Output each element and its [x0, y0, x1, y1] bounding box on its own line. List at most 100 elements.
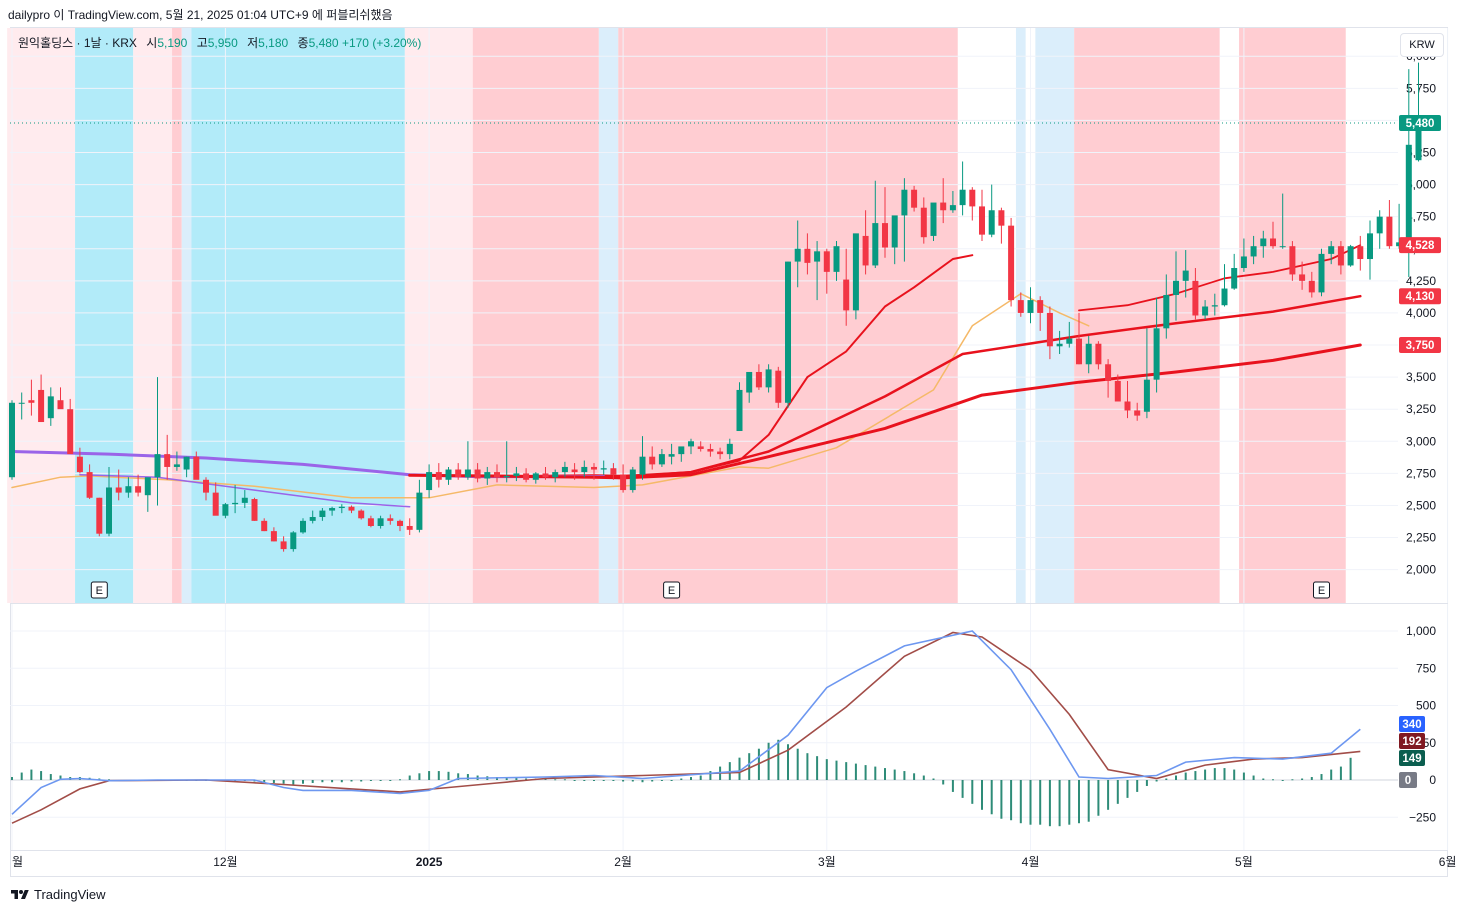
price-tick-label: 3,500: [1406, 370, 1436, 384]
earnings-marker: E: [663, 581, 681, 599]
zone-light_blue: [181, 28, 192, 603]
macd-tag-bg: [1399, 750, 1425, 766]
candle: [1085, 336, 1092, 374]
candle: [1386, 199, 1393, 249]
candle: [823, 248, 830, 294]
candle: [76, 447, 83, 474]
candle: [309, 510, 316, 524]
currency-button[interactable]: KRW: [1400, 33, 1444, 57]
candle: [523, 468, 530, 483]
candle-body: [426, 472, 433, 491]
histogram-bar: [108, 779, 110, 781]
candle-body: [1114, 380, 1121, 402]
histogram-bar: [990, 780, 993, 815]
histogram-bar: [311, 780, 314, 783]
candle: [106, 466, 112, 537]
histogram-bar: [321, 780, 324, 783]
candle: [144, 477, 151, 512]
candle-body: [843, 279, 850, 311]
candle-body: [193, 456, 200, 480]
time-tick-label: 2025: [416, 855, 443, 869]
candle: [494, 464, 500, 483]
candle-body: [1308, 280, 1315, 293]
candle-body: [1289, 246, 1296, 275]
signal-line: [11, 631, 1361, 824]
candle-body: [106, 487, 112, 534]
price-tick-label: 5,000: [1406, 178, 1436, 192]
candle-body: [610, 468, 617, 475]
candle-body: [1056, 343, 1063, 347]
candle: [969, 187, 976, 221]
candle-body: [940, 202, 947, 211]
histogram-bar: [11, 777, 13, 780]
macd-tick-label: −250: [1409, 810, 1436, 824]
histogram-bar: [622, 780, 625, 782]
price-tick-label: 3,000: [1406, 434, 1436, 448]
candle: [241, 490, 248, 509]
candle-body: [445, 469, 452, 480]
candle: [668, 443, 675, 465]
candle: [552, 469, 559, 483]
macd-value-tag: 149: [1399, 750, 1425, 766]
candle-body: [1357, 246, 1364, 260]
candle: [1143, 328, 1150, 419]
change-value: +170 (+3.20%): [341, 36, 422, 50]
histogram-bar: [428, 771, 431, 780]
candle-body: [115, 487, 122, 493]
candle: [222, 502, 229, 519]
histogram-bar: [1048, 780, 1051, 827]
candle-body: [1076, 338, 1082, 365]
histogram-bar: [1019, 780, 1022, 824]
candle-body: [329, 508, 336, 511]
symbol-name: 원익홀딩스 · 1날 · KRX: [18, 36, 137, 50]
histogram-bar: [1175, 775, 1177, 780]
earnings-label: E: [668, 585, 675, 597]
candle: [804, 233, 811, 275]
earnings-box: [663, 581, 681, 599]
zone-red: [1239, 28, 1346, 603]
histogram-bar: [263, 780, 266, 783]
candle-body: [736, 389, 743, 432]
candle-body: [639, 456, 646, 475]
histogram-bar: [1301, 778, 1304, 780]
macd-tick-label: 750: [1416, 661, 1436, 675]
candle: [629, 466, 636, 493]
histogram-bar: [1087, 780, 1090, 822]
tradingview-footer[interactable]: TradingView: [10, 887, 106, 902]
candle-body: [678, 446, 685, 455]
candle: [843, 248, 850, 326]
histogram-bar: [777, 739, 780, 780]
candle: [474, 463, 481, 483]
zone-light_red: [7, 28, 76, 603]
histogram-bar: [437, 771, 440, 780]
candle-body: [872, 223, 879, 266]
histogram-bar: [369, 780, 372, 781]
histogram-bar: [864, 765, 867, 780]
histogram-bar: [612, 780, 615, 781]
histogram-bar: [690, 777, 692, 780]
candle: [445, 466, 452, 485]
candle-body: [173, 464, 180, 467]
histogram-bar: [942, 780, 945, 785]
candle-body: [620, 474, 627, 491]
histogram-bar: [854, 763, 857, 780]
candle-body: [309, 517, 316, 521]
macd-tick-label: 500: [1416, 699, 1436, 713]
histogram-bar: [1116, 780, 1119, 804]
candle: [688, 438, 694, 455]
candle-body: [222, 504, 229, 516]
candle: [581, 460, 588, 478]
time-tick-label: 5월: [1235, 855, 1253, 869]
histogram-bar: [835, 760, 838, 780]
candle-body: [1134, 410, 1141, 416]
candle: [814, 241, 821, 301]
candle: [746, 371, 753, 403]
candle: [901, 178, 908, 262]
histogram-bar: [651, 780, 654, 782]
candle-body: [76, 456, 83, 473]
histogram-bar: [466, 774, 469, 780]
macd-line: [11, 630, 1361, 815]
histogram-bar: [903, 771, 906, 780]
candle: [1328, 241, 1335, 265]
